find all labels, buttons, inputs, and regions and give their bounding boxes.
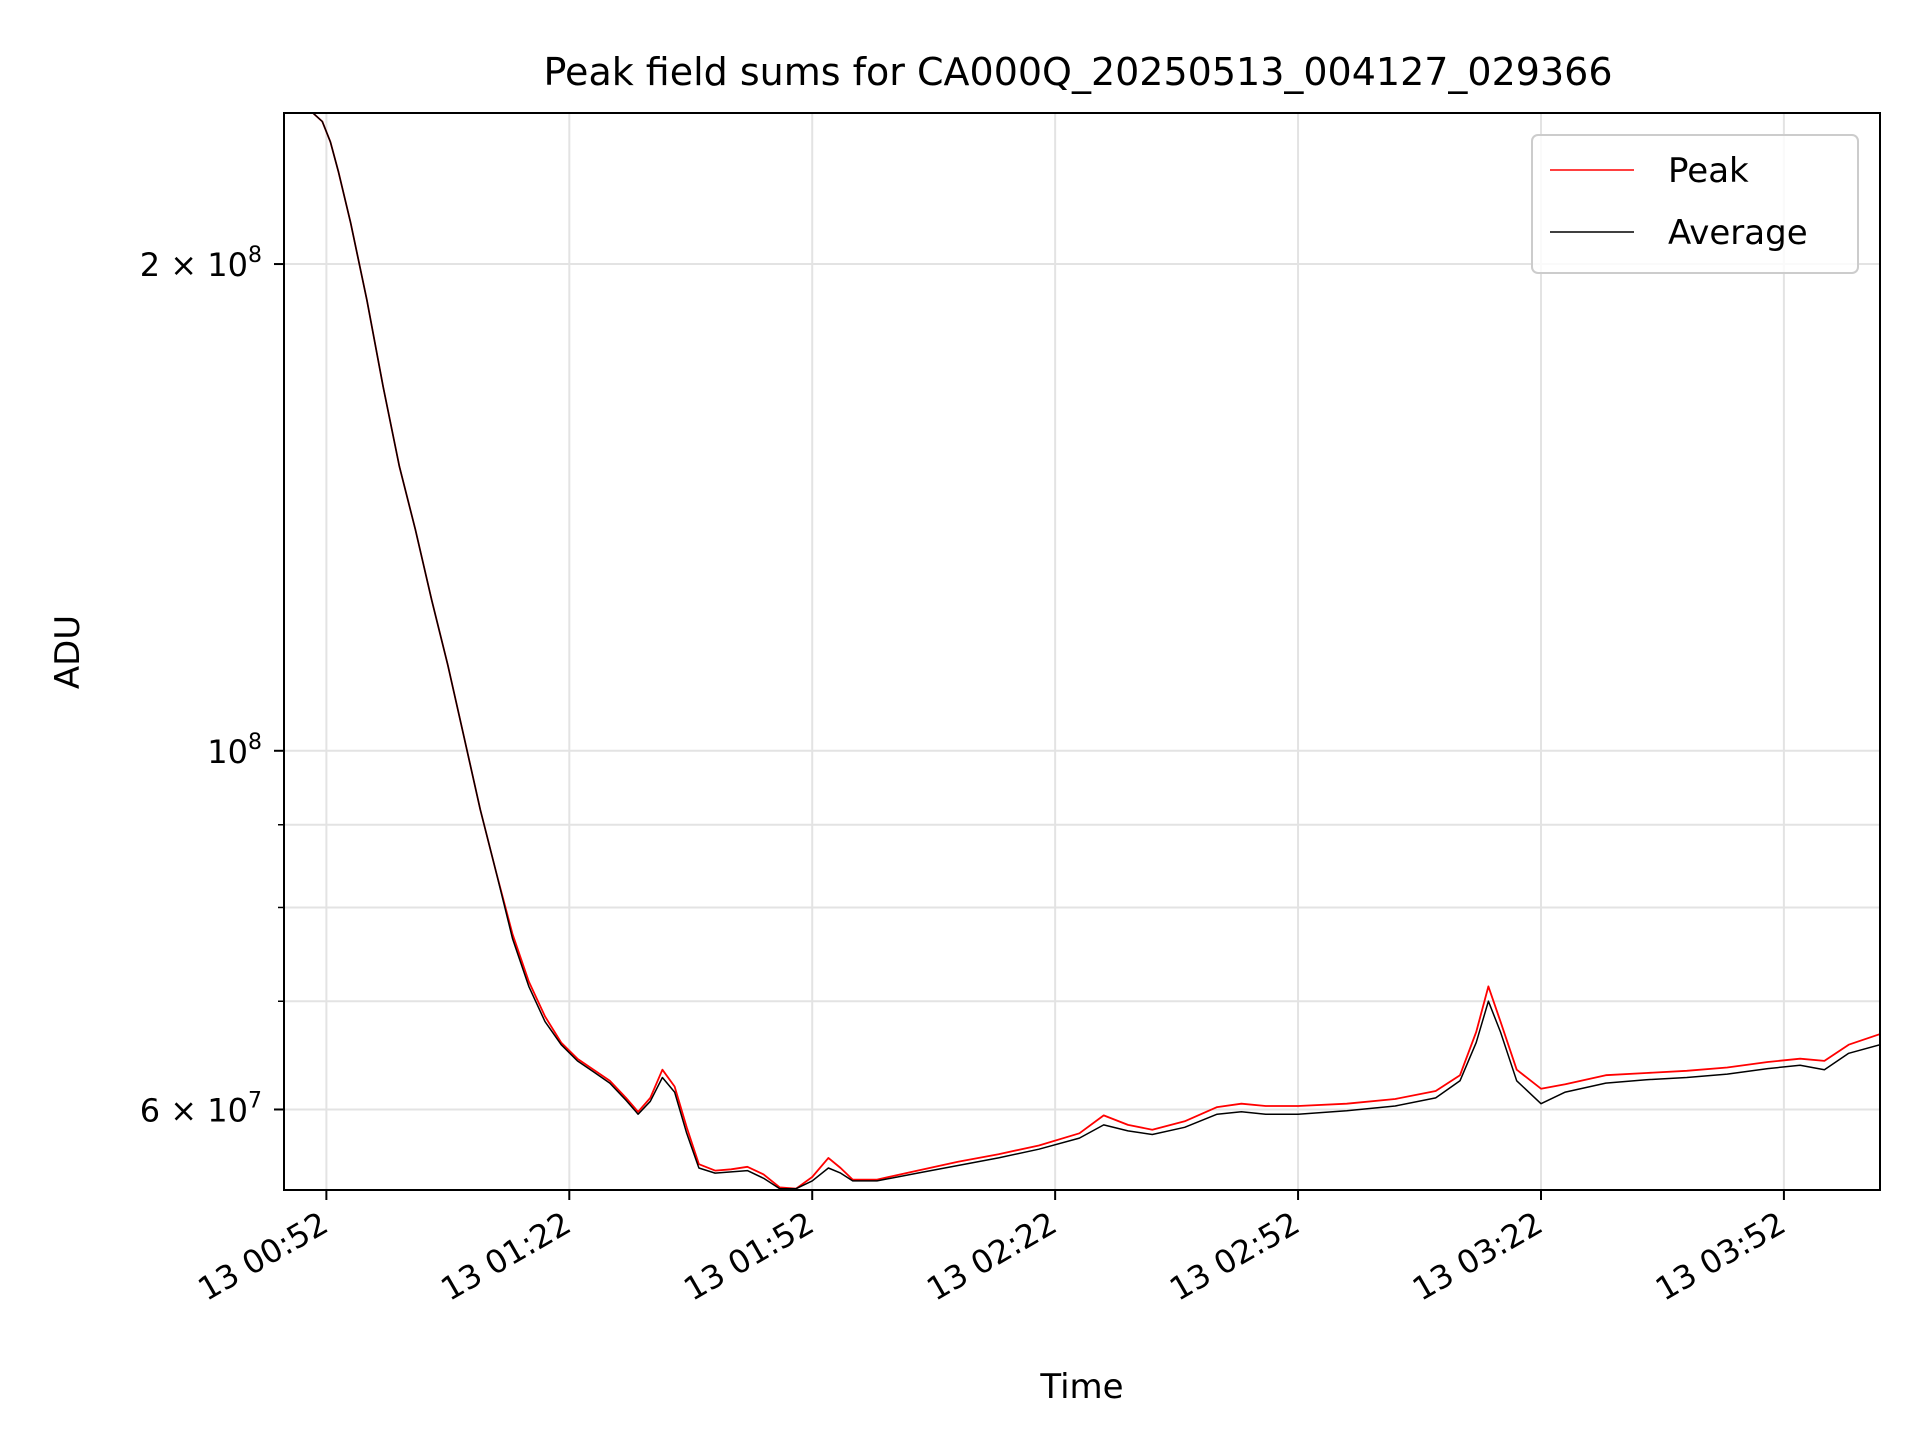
y-tick-label: 108 [207, 730, 262, 771]
grid [284, 113, 1880, 1190]
y-axis: 2 × 108 108 6 × 107 [140, 243, 284, 1129]
legend-label-average: Average [1668, 213, 1808, 253]
plot-frame [283, 112, 1881, 1191]
y-tick-label: 2 × 108 [140, 243, 262, 284]
legend-label-peak: Peak [1668, 151, 1749, 191]
legend: Peak Average [1531, 134, 1859, 274]
series-lines [284, 113, 1880, 1190]
x-axis-label: Time [1039, 1367, 1123, 1407]
y-tick-label: 6 × 107 [140, 1088, 262, 1129]
chart-title: Peak field sums for CA000Q_20250513_0041… [544, 50, 1613, 94]
y-axis-label: ADU [48, 615, 88, 689]
series-line-average [284, 113, 1880, 1190]
